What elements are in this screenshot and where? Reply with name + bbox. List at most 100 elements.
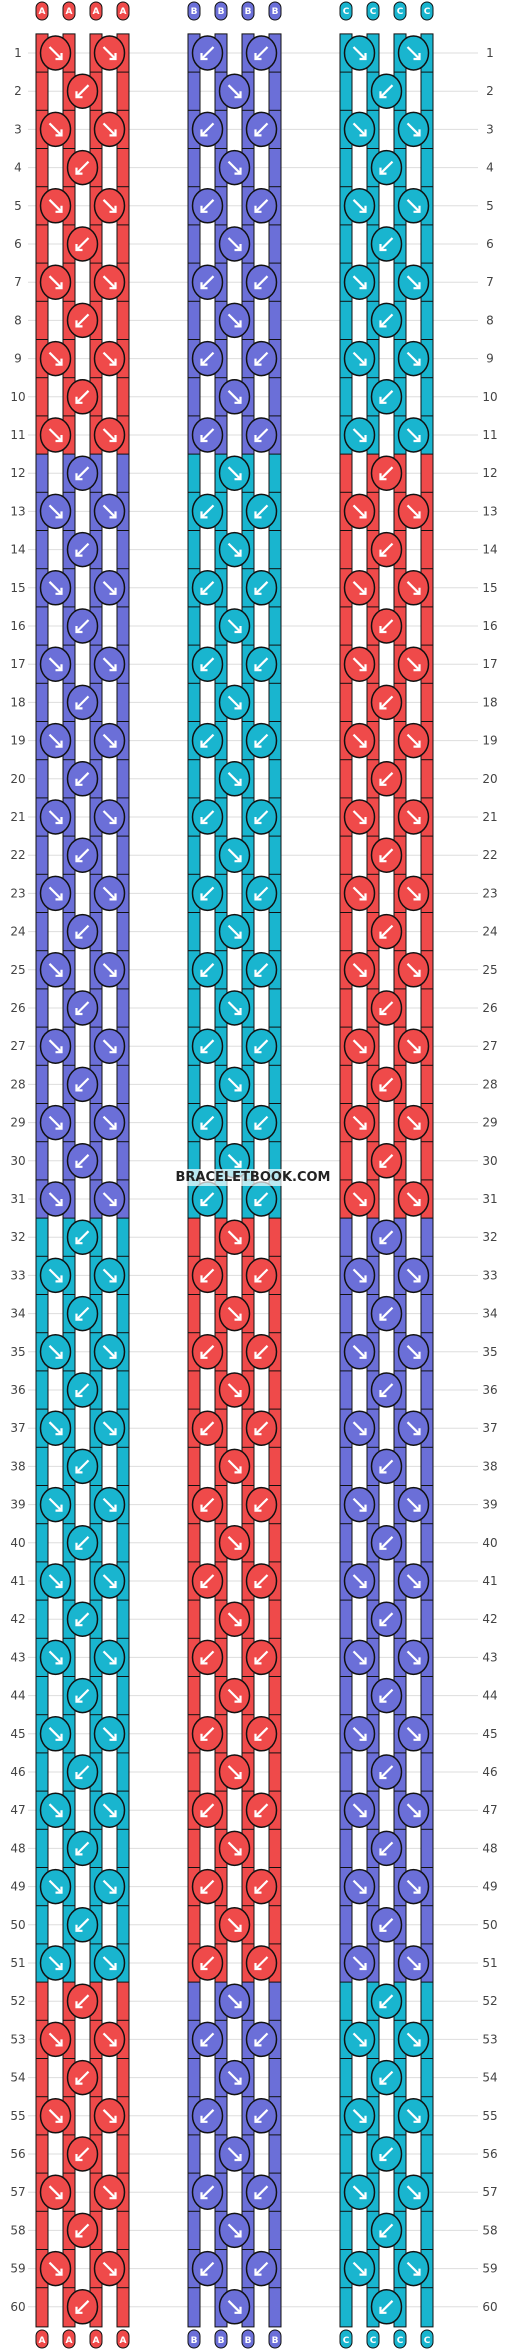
knot xyxy=(93,1104,126,1141)
thread-segment xyxy=(116,682,130,723)
thread-segment xyxy=(420,1828,434,1870)
thread-segment xyxy=(187,453,201,494)
knot xyxy=(93,1334,126,1370)
knot xyxy=(397,1563,430,1599)
arrow-down-right-icon xyxy=(406,199,421,213)
knot xyxy=(245,1792,278,1828)
arrow-down-left-icon xyxy=(254,1345,269,1359)
knot xyxy=(397,1868,430,1905)
arrow-down-right-icon xyxy=(352,1192,367,1207)
arrow-down-left-icon xyxy=(200,46,215,61)
arrow-down-left-icon xyxy=(379,1536,394,1550)
arrow-down-right-icon xyxy=(48,1497,63,1512)
knot xyxy=(191,1028,224,1064)
arrow-down-right-icon xyxy=(352,733,367,748)
knot xyxy=(191,264,224,300)
knot xyxy=(370,1754,403,1790)
knot xyxy=(370,149,403,186)
thread-segment xyxy=(187,606,201,647)
arrow-down-left-icon xyxy=(75,1230,90,1245)
row-number: 2 xyxy=(486,84,494,98)
svg-text:C: C xyxy=(343,7,350,17)
svg-text:A: A xyxy=(66,2336,73,2346)
knot xyxy=(245,111,278,148)
knot xyxy=(218,1677,251,1714)
knot xyxy=(191,2250,224,2287)
knot xyxy=(39,264,72,300)
knot xyxy=(245,875,278,912)
thread-segment xyxy=(339,71,353,112)
svg-text:B: B xyxy=(245,2336,252,2346)
knot xyxy=(218,608,251,644)
knot xyxy=(39,1639,72,1676)
arrow-down-left-icon xyxy=(254,351,269,366)
arrow-down-right-icon xyxy=(352,1574,367,1589)
knot xyxy=(218,837,251,873)
svg-text:C: C xyxy=(397,2336,404,2346)
row-number: 9 xyxy=(14,352,22,366)
thread-segment xyxy=(339,148,353,189)
knot xyxy=(93,1945,126,1981)
knot xyxy=(218,302,251,339)
arrow-down-left-icon xyxy=(254,1268,269,1283)
arrow-down-left-icon xyxy=(200,2032,215,2047)
string-top-label: A xyxy=(35,1,49,21)
knot xyxy=(218,761,251,797)
thread-segment xyxy=(268,2210,282,2252)
arrow-down-right-icon xyxy=(406,122,421,137)
thread-segment xyxy=(187,148,201,189)
arrow-down-left-icon xyxy=(379,1306,394,1321)
knot xyxy=(66,1983,99,2019)
knot xyxy=(66,761,99,797)
arrow-down-right-icon xyxy=(227,1230,242,1245)
arrow-down-right-icon xyxy=(227,1536,242,1550)
arrow-down-right-icon xyxy=(352,351,367,366)
thread-segment xyxy=(116,759,130,800)
row-number: 39 xyxy=(482,1498,497,1512)
arrow-down-right-icon xyxy=(48,275,63,290)
row-number: 9 xyxy=(486,352,494,366)
row-number: 54 xyxy=(482,2071,497,2085)
knot xyxy=(343,264,376,300)
thread-segment xyxy=(35,377,49,418)
knot xyxy=(39,2250,72,2287)
svg-text:A: A xyxy=(93,2336,100,2346)
arrow-down-right-icon xyxy=(352,1115,367,1130)
string-bottom-label: B xyxy=(187,2329,201,2349)
knot xyxy=(39,1563,72,1599)
row-number: 26 xyxy=(10,1001,25,1015)
thread-segment xyxy=(420,148,434,189)
thread-segment xyxy=(420,1905,434,1946)
knot xyxy=(245,1410,278,1446)
string-bottom-label: B xyxy=(241,2329,255,2349)
arrow-down-right-icon xyxy=(48,1879,63,1894)
arrow-down-right-icon xyxy=(406,1268,421,1283)
string-top-label: A xyxy=(62,1,76,21)
arrow-down-left-icon xyxy=(200,2185,215,2200)
row-number: 28 xyxy=(10,1077,25,1091)
arrow-down-left-icon xyxy=(200,1192,215,1207)
knot xyxy=(191,1945,224,1981)
knot xyxy=(39,1868,72,1905)
svg-text:A: A xyxy=(120,2336,127,2346)
knot xyxy=(93,1181,126,1217)
thread-segment xyxy=(268,1294,282,1335)
thread-segment xyxy=(268,1064,282,1106)
knot xyxy=(343,570,376,606)
row-number: 47 xyxy=(482,1803,497,1817)
row-number: 14 xyxy=(482,543,497,557)
svg-text:B: B xyxy=(191,7,198,17)
arrow-down-left-icon xyxy=(75,1612,90,1627)
knot xyxy=(191,1181,224,1217)
knot xyxy=(343,1334,376,1370)
knot xyxy=(39,570,72,606)
thread-segment xyxy=(35,2058,49,2099)
arrow-down-right-icon xyxy=(352,2032,367,2047)
row-number: 49 xyxy=(482,1880,497,1894)
knot xyxy=(397,952,430,988)
row-number: 13 xyxy=(10,504,25,518)
row-number: 59 xyxy=(10,2262,25,2276)
knot xyxy=(343,1028,376,1064)
row-number: 30 xyxy=(482,1154,497,1168)
